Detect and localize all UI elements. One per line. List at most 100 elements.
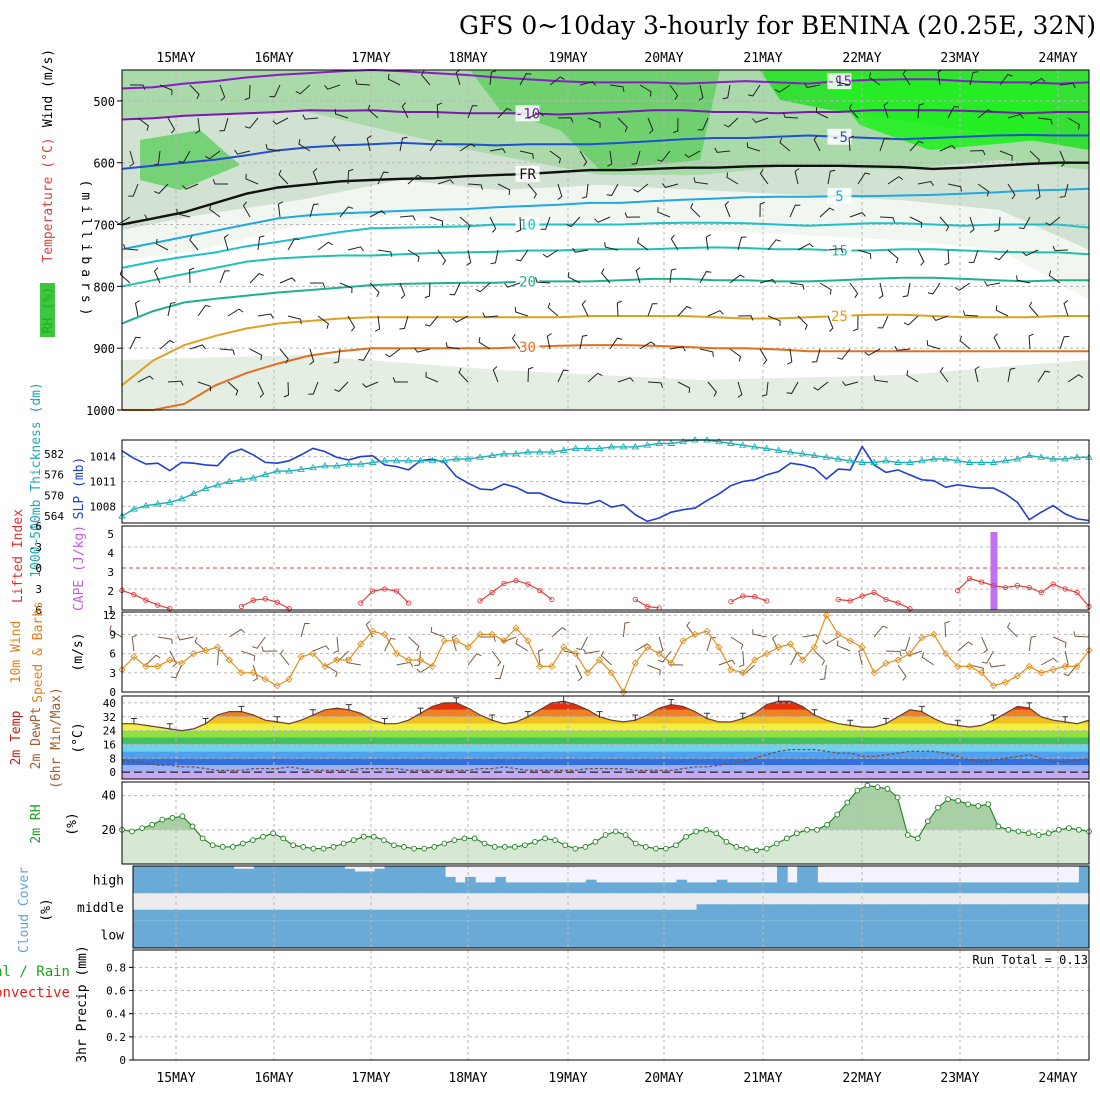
contour-label-bg <box>515 105 540 122</box>
thickness-point <box>750 443 759 450</box>
wind-barb <box>257 381 265 398</box>
wind-barb <box>420 70 431 86</box>
cloud-cover-bar <box>183 866 194 894</box>
wind-barb <box>490 249 499 265</box>
wind-speed-point <box>416 656 425 664</box>
rh-point <box>935 804 941 811</box>
wind-barb <box>527 112 544 119</box>
wind-barb <box>1067 117 1080 130</box>
cloud-cover-bar <box>1078 866 1090 894</box>
cloud-cover-bar <box>1038 882 1050 894</box>
wind-barb <box>981 636 988 654</box>
wind-barb <box>827 169 836 185</box>
rh-point <box>542 835 548 842</box>
cloud-cover-bar <box>616 909 627 921</box>
min-max-marker <box>202 718 209 725</box>
cloud-cover-bar <box>233 920 245 948</box>
cloud-cover-bar <box>998 882 1010 894</box>
wind-barb <box>606 183 619 196</box>
cloud-cover-bar <box>706 882 718 894</box>
cloud-cover-bar <box>565 920 577 948</box>
panel-background <box>133 950 1089 1060</box>
lifted-index-point <box>978 579 985 585</box>
rh-point <box>1025 830 1032 837</box>
cloud-cover-bar <box>1028 920 1040 948</box>
thickness-point <box>297 465 305 472</box>
wind-speed-point <box>225 656 234 664</box>
wind10m-panel: 0 3 6 9 12 10m Wind Speed & Barbs (m/s) <box>9 601 1093 703</box>
cloud-cover-bar <box>203 920 215 948</box>
cloud-cover-bar <box>585 879 597 894</box>
lifted-index-point <box>752 594 758 600</box>
wind-speed-point <box>404 656 413 664</box>
y-tick-label: 3 <box>109 667 116 680</box>
temperature-contour <box>121 221 1090 269</box>
y-tick-label: 24 <box>103 725 117 738</box>
cloud-cover-bar <box>1058 882 1070 894</box>
cloud-cover-bar <box>827 920 839 948</box>
cloud-cover-bar <box>414 920 426 948</box>
cloud-cover-bar <box>807 920 818 948</box>
cloud-cover-bar <box>877 920 889 948</box>
cloud-cover-bar <box>163 909 174 921</box>
wind-barb <box>657 150 671 162</box>
thickness-point <box>285 467 293 474</box>
cloud-cover-bar <box>354 920 366 948</box>
cloud-cover-bar <box>948 920 959 948</box>
wind-barb <box>1029 150 1040 165</box>
y-tick-label: high <box>93 874 124 889</box>
thickness-point <box>930 455 938 462</box>
cloud-cover-bar <box>595 882 607 894</box>
wind-barb <box>449 282 461 296</box>
y-tick-label-right: 3 <box>107 566 114 579</box>
wind-barb <box>137 375 154 383</box>
wind-barb <box>217 649 224 666</box>
lifted-index-point <box>1026 584 1032 591</box>
cloud-cover-bar <box>595 920 607 948</box>
rh-point <box>260 833 266 840</box>
wind-barb <box>822 636 839 645</box>
wind-barb <box>1059 183 1069 198</box>
rh-band <box>140 130 240 190</box>
wind-barb <box>906 370 919 383</box>
wind-speed-point <box>440 637 448 645</box>
cloud-cover-bar <box>283 920 295 948</box>
cloud-cover-bar <box>575 882 587 894</box>
wind-speed-point <box>1001 678 1010 687</box>
cloud-cover-bar <box>354 871 366 894</box>
axis-label: Speed & Barbs <box>31 601 46 703</box>
rh-point <box>471 835 478 842</box>
wind-barb <box>1052 245 1069 252</box>
thickness-point <box>225 477 234 484</box>
wind-barb <box>229 628 246 638</box>
thickness-point <box>249 474 258 481</box>
rh-point <box>199 835 206 842</box>
wind-barb <box>811 348 821 363</box>
rh-point <box>310 845 317 852</box>
panel-border <box>132 949 1090 1061</box>
rh-band <box>820 75 1060 150</box>
cloud-cover-bar <box>1018 920 1030 948</box>
wind-barb <box>153 267 161 284</box>
wind-barb <box>377 249 393 258</box>
cloud-cover-bar <box>666 920 678 948</box>
wind-barb <box>317 315 329 329</box>
thickness-point <box>130 505 138 512</box>
wind-barb <box>779 137 791 152</box>
cloud-cover-bar <box>455 909 466 921</box>
wind-barb <box>219 84 226 101</box>
date-tick-label: 24MAY <box>1038 51 1077 66</box>
rh-point <box>461 835 468 842</box>
cloud-cover-bar <box>797 866 808 894</box>
cloud-cover-bar <box>444 909 456 921</box>
date-tick-label: 24MAY <box>1038 1071 1077 1086</box>
wind-speed-point <box>476 630 484 639</box>
thickness-point <box>536 448 544 455</box>
cloud-cover-bar <box>676 879 688 894</box>
cloud-cover-bar <box>616 882 627 894</box>
wind-barb <box>729 348 742 362</box>
wind-barb <box>718 659 736 666</box>
wind-barb <box>188 267 195 284</box>
wind-barb <box>478 337 491 350</box>
wind-speed-point <box>739 669 747 677</box>
